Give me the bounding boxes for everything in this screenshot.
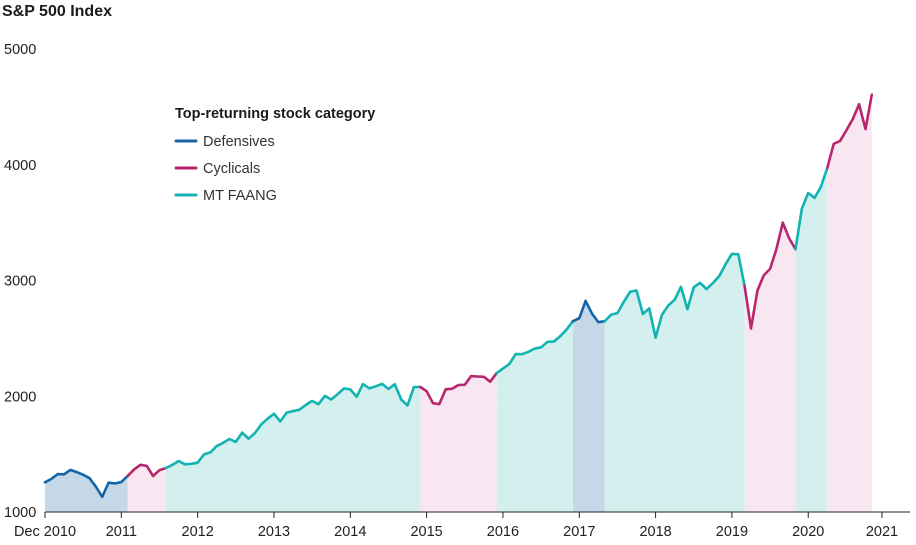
legend-entry-cyclicals: Cyclicals	[174, 161, 260, 177]
x-tick-label: 2015	[410, 524, 442, 540]
chart-title: S&P 500 Index	[2, 3, 112, 20]
regime-band-mt-faang	[604, 253, 745, 513]
regime-band-mt-faang	[496, 321, 573, 512]
legend-entry-defensives: Defensives	[174, 134, 275, 150]
x-tick-label: 2012	[182, 524, 214, 540]
legend-entry-mt-faang: MT FAANG	[174, 188, 277, 204]
x-tick-label: 2019	[716, 524, 748, 540]
legend: Top-returning stock category Defensives …	[174, 106, 375, 204]
line-segment-mt-faang	[603, 252, 746, 339]
x-tick-label: 2020	[792, 524, 824, 540]
legend-label-cyclicals: Cyclicals	[203, 161, 260, 177]
y-tick-label: 1000	[4, 505, 36, 521]
line-segment-mt-faang	[794, 166, 829, 251]
line-segment-cyclicals	[743, 221, 797, 330]
regime-band-mt-faang	[795, 167, 828, 512]
x-tick-label: 2017	[563, 524, 595, 540]
y-tick-label: 4000	[4, 158, 36, 174]
index-line-segments	[43, 93, 874, 499]
line-segment-defensives	[43, 468, 129, 499]
line-segment-mt-faang	[164, 382, 422, 470]
x-tick-label: 2021	[866, 524, 898, 540]
x-tick-label: 2011	[106, 524, 137, 540]
line-segment-defensives	[571, 299, 607, 324]
regime-band-defensives	[45, 469, 128, 512]
regime-band-cyclicals	[827, 94, 872, 512]
legend-title: Top-returning stock category	[175, 106, 375, 122]
x-tick-label: 2014	[334, 524, 366, 540]
regime-band-mt-faang	[165, 383, 421, 512]
y-tick-label: 2000	[4, 389, 36, 405]
legend-label-mt-faang: MT FAANG	[203, 188, 277, 204]
line-segment-cyclicals	[825, 93, 874, 170]
line-segment-cyclicals	[126, 463, 168, 478]
y-tick-label: 5000	[4, 42, 36, 58]
x-tick-label: 2018	[639, 524, 671, 540]
x-tick-label: 2013	[258, 524, 290, 540]
x-tick-label: Dec 2010	[14, 524, 76, 540]
x-tick-label: 2016	[487, 524, 519, 540]
regime-bands	[45, 94, 872, 513]
axes: 1000 2000 3000 4000 5000 Dec 2010 2011 2012 2013…	[4, 42, 910, 540]
regime-band-cyclicals	[127, 464, 166, 512]
legend-label-defensives: Defensives	[203, 134, 275, 150]
regime-band-defensives	[572, 300, 605, 512]
line-segment-mt-faang	[495, 319, 575, 375]
regime-band-cyclicals	[420, 373, 497, 512]
y-tick-label: 3000	[4, 274, 36, 290]
line-segment-cyclicals	[418, 371, 498, 406]
